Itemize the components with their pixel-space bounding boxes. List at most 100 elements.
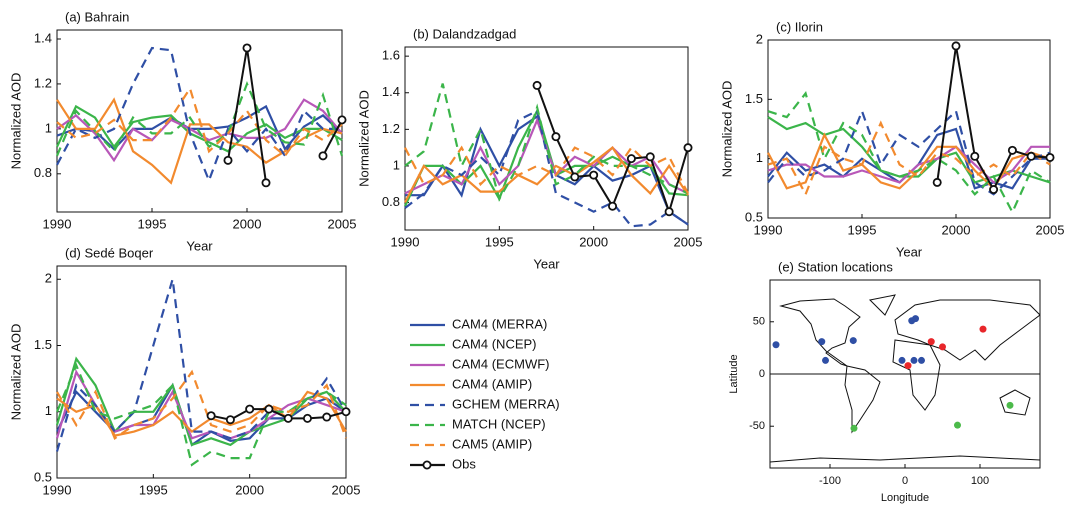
y-tick-label: -50 bbox=[749, 420, 765, 432]
station-point bbox=[849, 337, 857, 345]
obs-marker bbox=[261, 178, 271, 188]
series-line bbox=[767, 91, 1051, 215]
panel-title: (c) Ilorin bbox=[776, 19, 823, 34]
x-tick-label: 1995 bbox=[848, 222, 877, 237]
obs-marker bbox=[1026, 151, 1036, 161]
y-tick-label: 1 bbox=[393, 157, 400, 172]
obs-marker bbox=[264, 404, 274, 414]
obs-marker bbox=[206, 411, 216, 421]
obs-marker bbox=[1045, 152, 1055, 162]
y-tick-label: 50 bbox=[753, 316, 765, 328]
panel-title: (d) Sedé Boqer bbox=[65, 245, 154, 260]
obs-marker bbox=[225, 415, 235, 425]
station-point bbox=[954, 421, 961, 429]
panel-title: (a) Bahrain bbox=[65, 9, 129, 24]
series-line bbox=[936, 45, 1051, 192]
y-tick-label: 2 bbox=[45, 271, 52, 286]
obs-marker bbox=[645, 152, 655, 162]
x-tick-label: 1990 bbox=[754, 222, 783, 237]
y-axis-label: Latitude bbox=[728, 354, 740, 393]
obs-marker bbox=[341, 407, 351, 417]
obs-marker bbox=[245, 404, 255, 414]
y-tick-label: 1 bbox=[45, 403, 52, 418]
obs-marker bbox=[683, 143, 693, 153]
x-tick-label: -100 bbox=[819, 475, 841, 487]
y-tick-label: 1 bbox=[45, 120, 52, 135]
x-axis-label: Year bbox=[533, 256, 560, 271]
station-point bbox=[912, 315, 919, 323]
x-tick-label: 1990 bbox=[43, 216, 72, 231]
obs-marker bbox=[608, 201, 618, 211]
legend-label: CAM4 (NCEP) bbox=[452, 336, 537, 351]
x-tick-label: 2000 bbox=[579, 234, 608, 249]
obs-marker bbox=[551, 132, 561, 142]
obs-marker bbox=[532, 80, 542, 90]
y-tick-label: 2 bbox=[756, 31, 763, 46]
legend-label: CAM4 (ECMWF) bbox=[452, 356, 550, 371]
plot-area bbox=[56, 265, 347, 479]
plot-area bbox=[767, 39, 1051, 219]
obs-marker bbox=[589, 170, 599, 180]
y-axis-label: Normalized AOD bbox=[356, 90, 371, 187]
plot-area bbox=[404, 46, 689, 231]
obs-marker bbox=[242, 43, 252, 53]
y-tick-label: 1.5 bbox=[34, 337, 52, 352]
series-line bbox=[55, 356, 347, 447]
station-point bbox=[918, 356, 925, 364]
obs-marker bbox=[970, 151, 980, 161]
x-tick-label: 1995 bbox=[139, 482, 168, 497]
series-line bbox=[56, 104, 343, 152]
y-tick-label: 1.5 bbox=[745, 91, 763, 106]
series-line bbox=[404, 83, 689, 202]
y-tick-label: 0.5 bbox=[745, 209, 763, 224]
x-tick-label: 2000 bbox=[942, 222, 971, 237]
station-point bbox=[850, 424, 858, 432]
x-axis-label: Longitude bbox=[881, 492, 929, 504]
legend-label: Obs bbox=[452, 456, 476, 471]
legend-label: MATCH (NCEP) bbox=[452, 416, 546, 431]
obs-marker bbox=[664, 207, 674, 217]
y-axis-label: Normalized AOD bbox=[8, 324, 23, 421]
series-line bbox=[55, 80, 344, 157]
x-tick-label: 2000 bbox=[235, 482, 264, 497]
series-line bbox=[404, 146, 689, 204]
y-tick-label: 0 bbox=[759, 368, 765, 380]
station-point bbox=[927, 338, 935, 346]
y-tick-label: 0.8 bbox=[382, 194, 400, 209]
y-tick-label: 0.5 bbox=[34, 469, 52, 484]
station-point bbox=[910, 356, 918, 364]
obs-marker bbox=[989, 185, 999, 195]
obs-marker bbox=[322, 412, 332, 422]
x-tick-label: 100 bbox=[971, 475, 989, 487]
series-line bbox=[56, 46, 342, 184]
y-tick-label: 1.2 bbox=[34, 75, 52, 90]
x-tick-label: 1995 bbox=[138, 216, 167, 231]
x-tick-label: 2005 bbox=[332, 482, 361, 497]
x-tick-label: 1990 bbox=[43, 482, 72, 497]
x-tick-label: 2005 bbox=[1036, 222, 1065, 237]
obs-marker bbox=[302, 413, 312, 423]
obs-marker bbox=[932, 177, 942, 187]
legend-label: GCHEM (MERRA) bbox=[452, 396, 560, 411]
obs-marker bbox=[318, 151, 328, 161]
x-tick-label: 2000 bbox=[233, 216, 262, 231]
station-point bbox=[772, 341, 780, 349]
station-point bbox=[822, 356, 829, 364]
panel-title: (b) Dalandzadgad bbox=[413, 26, 516, 41]
x-axis-label: Year bbox=[896, 244, 923, 259]
obs-marker bbox=[337, 115, 347, 125]
x-axis-label: Year bbox=[186, 238, 213, 253]
legend-label: CAM4 (MERRA) bbox=[452, 316, 547, 331]
y-axis-label: Normalized AOD bbox=[719, 81, 734, 178]
x-tick-label: 2005 bbox=[328, 216, 357, 231]
y-tick-label: 1 bbox=[756, 150, 763, 165]
series-line bbox=[767, 108, 1051, 196]
obs-marker bbox=[223, 155, 233, 165]
legend-label: CAM5 (AMIP) bbox=[452, 436, 532, 451]
series-line bbox=[56, 390, 347, 437]
series-line bbox=[55, 362, 347, 467]
series-line bbox=[404, 109, 689, 228]
series-line bbox=[56, 369, 348, 440]
